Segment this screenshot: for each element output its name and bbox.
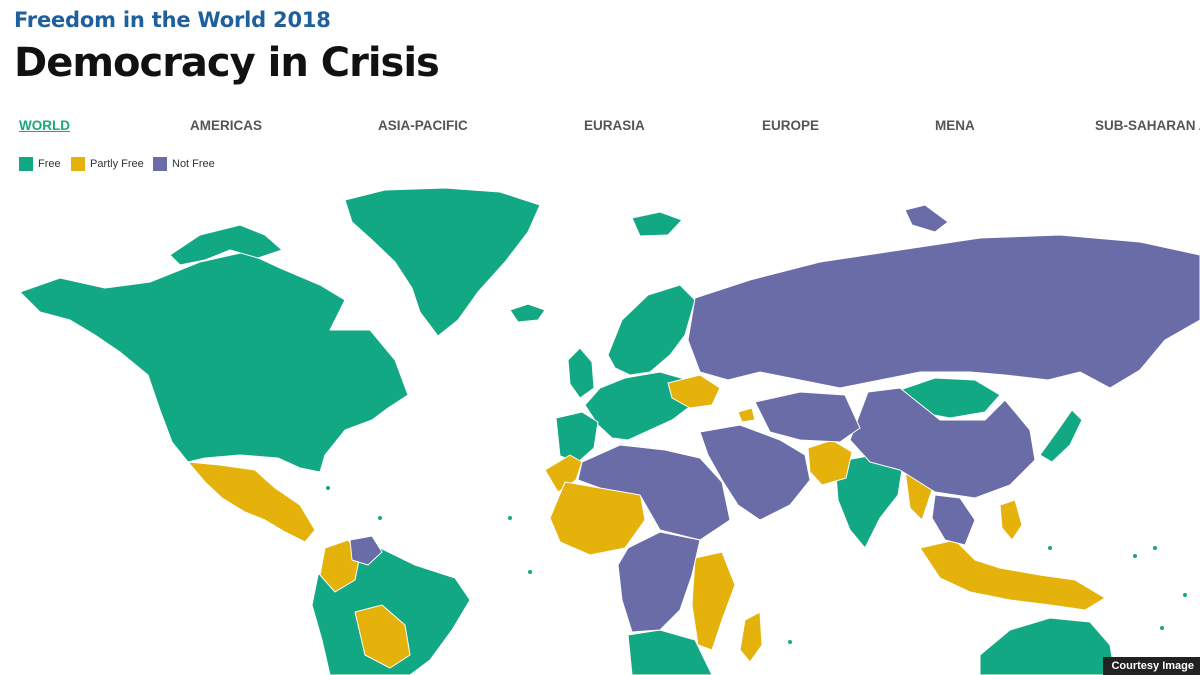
china-region <box>849 387 1036 499</box>
georgia-region <box>737 407 756 423</box>
iceland-region <box>509 303 546 323</box>
partly-free-regions <box>187 374 1106 669</box>
not-free-regions <box>349 204 1200 633</box>
scandinavia-region <box>607 284 696 376</box>
western-europe-region <box>584 371 693 441</box>
australia-region <box>979 617 1116 675</box>
free-island-markers <box>325 485 1188 645</box>
philippines-region <box>999 499 1023 541</box>
novaya-zemlya-region <box>904 204 949 233</box>
middle-east-region <box>699 424 811 521</box>
legend-swatch-partly-free <box>71 157 85 171</box>
indonesia-region <box>919 539 1106 611</box>
tab-world[interactable]: WORLD <box>19 118 70 133</box>
legend-label-free: Free <box>38 158 61 170</box>
tab-americas[interactable]: AMERICAS <box>190 118 263 133</box>
tab-europe[interactable]: EUROPE <box>762 118 820 133</box>
legend-not-free: Not Free <box>153 157 215 171</box>
legend-label-partly-free: Partly Free <box>90 158 144 170</box>
legend-label-not-free: Not Free <box>172 158 215 170</box>
svalbard-region <box>631 211 683 237</box>
island-marker <box>1159 625 1165 631</box>
iberia-region <box>555 411 599 463</box>
venezuela-region <box>349 535 383 566</box>
central-asia-region <box>754 391 861 443</box>
legend-swatch-free <box>19 157 33 171</box>
russia-region <box>687 234 1200 389</box>
region-tabs: WORLD AMERICAS ASIA-PACIFIC EURASIA EURO… <box>0 118 1200 138</box>
morocco-region <box>544 454 583 493</box>
legend-swatch-not-free <box>153 157 167 171</box>
britain-region <box>567 347 595 399</box>
tab-sub-saharan-africa[interactable]: SUB-SAHARAN A <box>1095 118 1200 133</box>
page-title: Democracy in Crisis <box>14 40 440 86</box>
arctic-islands-region <box>169 224 283 266</box>
madagascar-region <box>739 611 763 663</box>
tab-mena[interactable]: MENA <box>935 118 975 133</box>
world-freedom-map <box>19 187 1200 675</box>
legend-partly-free: Partly Free <box>71 157 144 171</box>
greenland-region <box>344 187 541 337</box>
japan-region <box>1039 409 1083 463</box>
southeast-asia-region <box>931 494 976 546</box>
legend-free: Free <box>19 157 61 171</box>
image-credit: Courtesy Image <box>1103 657 1200 675</box>
pakistan-region <box>807 439 853 486</box>
island-marker <box>1182 592 1188 598</box>
ukraine-region <box>667 374 721 409</box>
report-kicker: Freedom in the World 2018 <box>14 8 331 32</box>
island-marker <box>1047 545 1053 551</box>
tab-eurasia[interactable]: EURASIA <box>584 118 645 133</box>
north-america-region <box>19 251 409 473</box>
island-marker <box>787 639 793 645</box>
central-africa-region <box>617 531 701 633</box>
island-marker <box>1132 553 1138 559</box>
mexico-central-america-region <box>187 461 316 543</box>
island-marker <box>377 515 383 521</box>
island-marker <box>527 569 533 575</box>
north-africa-region <box>577 444 731 541</box>
colombia-region <box>319 539 361 593</box>
free-regions <box>19 187 1116 675</box>
island-marker <box>325 485 331 491</box>
island-marker <box>507 515 513 521</box>
bolivia-region <box>354 604 411 669</box>
tab-asia-pacific[interactable]: ASIA-PACIFIC <box>378 118 468 133</box>
east-africa-region <box>691 551 736 651</box>
island-marker <box>1152 545 1158 551</box>
